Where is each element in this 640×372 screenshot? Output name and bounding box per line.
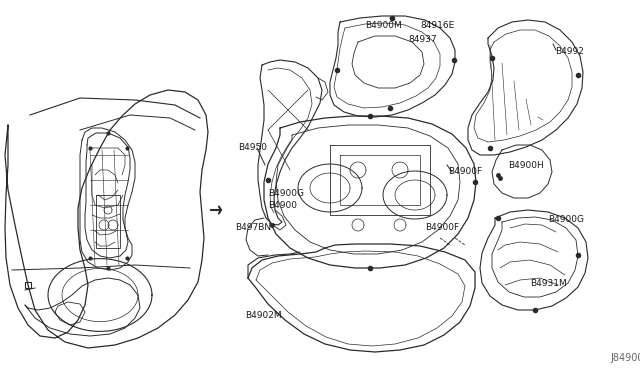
Text: B4900G: B4900G [268,189,304,198]
Text: B4900: B4900 [268,201,297,209]
Text: B4900F: B4900F [425,224,459,232]
Text: B497BN: B497BN [235,224,271,232]
Text: B4902M: B4902M [245,311,282,320]
Text: B4931M: B4931M [530,279,567,289]
Text: B4950: B4950 [238,144,267,153]
Text: 84916E: 84916E [420,22,454,31]
Text: B4992: B4992 [555,48,584,57]
Text: B4900H: B4900H [508,160,544,170]
Text: 84937: 84937 [408,35,436,45]
Text: B4900M: B4900M [365,22,402,31]
Text: J84900HV: J84900HV [610,353,640,363]
Text: B4900F: B4900F [448,167,482,176]
Text: B4900G: B4900G [548,215,584,224]
